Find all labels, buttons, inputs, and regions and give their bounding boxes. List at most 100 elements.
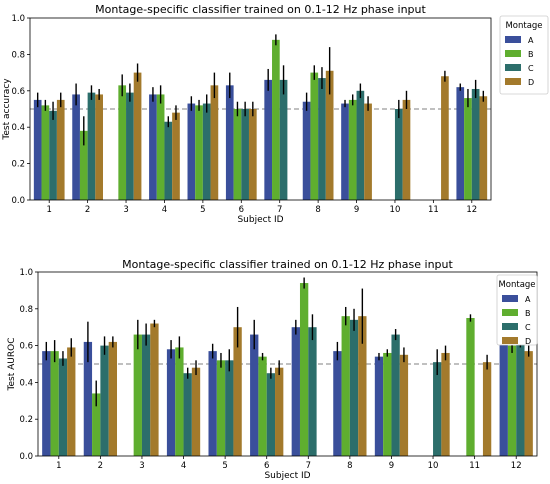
x-tick-label: 7 [306,461,311,471]
legend-title: Montage [505,21,542,31]
bar-C-subject-6 [266,373,276,456]
x-tick-label: 4 [181,461,186,471]
bar-D-subject-9 [364,103,372,200]
x-tick-label: 9 [354,205,359,215]
legend-label-D: D [528,78,534,87]
legend-swatch-B [502,309,518,316]
bar-C-subject-7 [308,327,317,456]
legend-swatch-A [505,36,521,43]
bar-A-subject-8 [333,351,342,456]
y-tick-label: 1.0 [11,14,25,24]
bar-C-subject-9 [391,334,400,456]
bar-C-subject-7 [279,79,288,200]
bar-C-subject-9 [356,90,365,200]
bar-A-subject-12 [456,87,465,200]
bar-A-subject-12 [499,330,508,456]
bar-C-subject-12 [516,338,525,456]
bar-C-subject-2 [100,345,109,456]
x-tick-label: 8 [347,461,352,471]
bar-B-subject-6 [233,109,242,200]
bar-D-subject-4 [172,112,180,200]
bar-D-subject-3 [133,72,142,200]
bar-A-subject-4 [166,349,176,456]
bar-D-subject-5 [233,327,242,456]
x-tick-label: 6 [264,461,269,471]
legend-label-A: A [525,295,531,304]
bar-A-subject-9 [341,103,349,200]
y-tick-label: 0.8 [11,50,25,60]
legend-label-D: D [525,337,531,346]
bar-A-subject-9 [374,356,384,456]
bar-A-subject-1 [42,351,51,456]
legend-label-B: B [528,50,534,59]
x-tick-label: 11 [469,461,480,471]
y-tick-label: 0.6 [11,87,25,97]
bar-B-subject-4 [175,347,184,456]
bar-D-subject-1 [56,99,65,200]
y-axis-label: Test accuracy [2,78,12,141]
bar-B-subject-7 [272,39,280,201]
legend-label-A: A [528,36,534,45]
bar-C-subject-3 [126,92,134,200]
bar-C-subject-4 [183,373,192,456]
bar-B-subject-6 [258,356,267,456]
y-tick-label: 0.2 [11,160,25,170]
bar-D-subject-6 [275,367,284,456]
bar-C-subject-2 [87,92,96,200]
bar-B-subject-9 [383,352,392,456]
bar-A-subject-4 [149,94,157,200]
bar-D-subject-10 [441,352,450,456]
y-tick-label: 0.0 [19,452,33,462]
bar-C-subject-8 [349,319,359,456]
bar-B-subject-12 [507,345,517,456]
x-axis-label: Subject ID [237,215,283,225]
x-tick-label: 8 [315,205,320,215]
bar-C-subject-1 [58,358,68,456]
y-tick-label: 0.4 [11,123,25,133]
x-tick-label: 7 [277,205,282,215]
chart-title: Montage-specific classifier trained on 0… [122,258,453,271]
legend-swatch-D [505,78,521,85]
bar-B-subject-12 [464,98,472,200]
bar-B-subject-2 [79,130,88,200]
bar-A-subject-7 [264,79,273,200]
bottom-chart-panel: Montage-specific classifier trained on 0… [7,258,538,481]
bar-D-subject-4 [191,367,201,456]
y-tick-label: 0.8 [19,305,33,315]
x-tick-label: 12 [466,205,477,215]
y-tick-label: 0.2 [19,415,33,425]
x-tick-label: 10 [390,205,401,215]
bar-B-subject-9 [348,99,357,200]
bar-B-subject-1 [50,351,59,456]
bar-A-subject-5 [187,103,196,200]
x-tick-label: 1 [56,461,61,471]
x-tick-label: 3 [139,461,144,471]
bar-D-subject-9 [399,354,409,456]
bar-B-subject-7 [299,283,309,456]
bar-A-subject-2 [72,94,80,200]
bar-A-subject-7 [291,327,300,456]
bar-A-subject-6 [250,334,259,456]
bar-C-subject-10 [394,109,403,200]
plot-frame [37,271,538,457]
bar-A-subject-2 [83,341,93,456]
bar-D-subject-10 [402,99,411,200]
legend-swatch-C [505,64,521,71]
y-tick-label: 0.4 [19,378,33,388]
y-tick-label: 0.0 [11,196,25,206]
bar-C-subject-1 [49,110,57,200]
x-axis-label: Subject ID [264,471,310,481]
bar-C-subject-12 [471,88,480,200]
bar-B-subject-3 [118,85,127,200]
x-tick-label: 10 [428,461,439,471]
bar-C-subject-5 [225,360,234,456]
legend-label-C: C [528,64,534,73]
legend-swatch-D [502,337,518,344]
plot-frame [29,17,492,201]
bar-D-subject-6 [248,109,257,200]
bar-C-subject-4 [164,121,173,200]
bar-B-subject-5 [216,360,226,456]
bar-B-subject-4 [156,94,165,200]
bar-D-subject-1 [67,347,76,456]
x-tick-label: 5 [200,205,205,215]
